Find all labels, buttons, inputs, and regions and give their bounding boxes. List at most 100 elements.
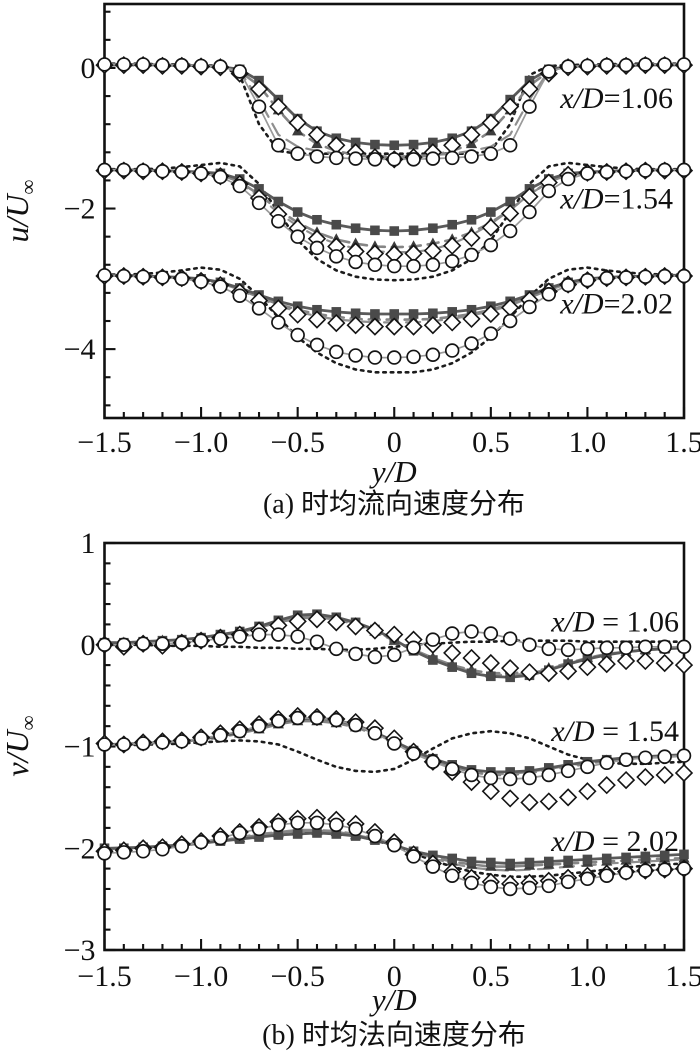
square-marker [466,304,477,315]
circle-marker [251,627,267,642]
circle-marker [174,838,190,854]
diamond-marker [443,313,462,332]
circle-marker [580,58,595,74]
diamond-marker [327,313,346,333]
circle-marker [599,868,614,883]
square-marker [466,668,477,679]
circle-marker [676,162,692,178]
diamond-marker [655,765,674,785]
circle-marker [541,64,557,79]
circle-marker [522,637,537,652]
panel-b: −1.5 −1.0 −0.5 0 0.5 1.0 1.5 1 0 −1 −2 −3 y/D v/U∞ x/D… [0,527,700,1017]
diamond-marker [481,304,500,324]
circle-marker [193,166,209,181]
circle-marker [329,249,344,264]
x-tick-label: 1.5 [665,426,700,459]
circle-marker [193,731,209,746]
circle-marker [174,635,190,650]
circle-marker [155,636,170,651]
circle-marker [155,842,170,857]
circle-marker [483,237,499,253]
x-tick-label: −0.5 [270,426,324,459]
x-tick-label: 1.5 [665,960,700,993]
series-circles-markers [97,162,692,274]
square-marker [447,662,457,672]
caption-panel-a: (a) 时均流向速度分布 [262,489,526,520]
square-marker [370,225,380,236]
circle-marker [502,771,518,787]
circle-marker [580,166,595,181]
diamond-marker [346,617,365,636]
circle-marker [444,868,460,883]
circle-marker [464,767,479,783]
circle-marker [348,254,363,270]
circle-marker [348,151,363,166]
circle-marker [522,299,537,315]
circle-marker [116,57,132,72]
circle-marker [522,99,537,114]
circle-marker [387,152,402,167]
circle-marker [560,277,576,293]
circle-marker [541,183,557,199]
panel-a-x-ticks [103,407,686,418]
y-tick-label: −2 [64,193,96,226]
square-marker [254,184,264,194]
circle-marker [251,301,267,316]
circle-marker [425,347,441,362]
circle-marker [425,754,441,770]
square-marker [505,672,515,683]
circle-marker [367,350,383,365]
circle-marker [116,845,132,860]
diamond-marker [674,655,694,675]
circle-marker [193,274,209,289]
circle-marker [329,817,344,833]
circle-marker [541,641,557,657]
circle-marker [271,138,286,153]
circle-marker [135,736,151,751]
circle-marker [618,164,634,179]
y-tick-label: −2 [64,832,96,865]
circle-marker [522,770,537,786]
diamond-marker [462,228,481,248]
circle-marker [387,736,402,751]
circle-marker [502,313,518,329]
diamond-marker [501,204,520,223]
circle-marker [116,637,132,652]
circle-marker [232,178,247,194]
circle-marker [599,640,614,656]
circle-marker [174,734,190,749]
square-marker [389,226,400,236]
circle-marker [135,57,151,72]
diamond-marker [327,613,346,632]
diamond-marker [501,97,520,116]
circle-marker [580,759,595,775]
circle-marker [116,162,132,178]
square-marker [331,219,342,230]
circle-marker [599,57,614,73]
square-marker [312,214,322,225]
diamond-marker [423,316,443,335]
circle-marker [251,99,267,114]
circle-marker [406,640,421,656]
y-tick-label: 1 [81,527,96,560]
circle-marker [522,880,537,896]
diamond-marker [269,97,288,116]
diamond-marker [558,662,578,681]
diamond-marker [501,789,520,808]
station-label: x/D = 1.54 [550,715,679,748]
square-marker [466,214,477,225]
diamond-marker [462,309,481,329]
diamond-marker [462,648,481,668]
circle-marker [676,268,692,284]
diamond-marker [616,651,636,671]
circle-marker [155,735,170,750]
diamond-marker [288,305,307,324]
station-label: x/D=1.54 [559,182,673,215]
station-label: x/D=1.06 [559,82,673,115]
circle-marker [213,631,228,646]
panel-a-station-2: x/D=1.54 [95,161,694,282]
circle-marker [444,343,460,358]
circle-marker [599,270,614,286]
circle-marker [657,639,672,655]
